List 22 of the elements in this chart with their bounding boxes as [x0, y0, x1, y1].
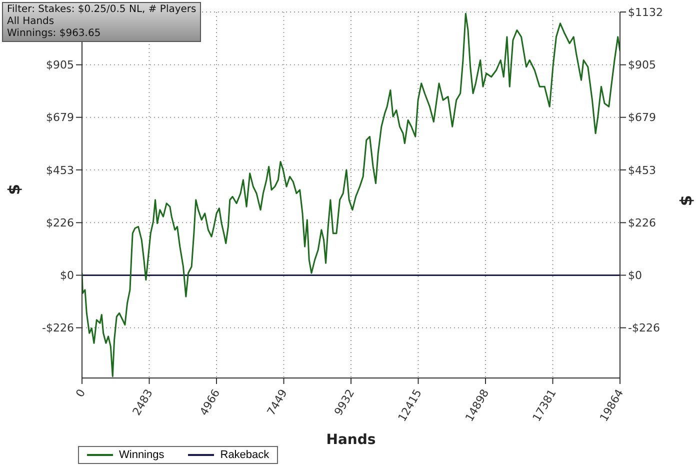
annotation: Winnings: $963.65: [7, 28, 102, 40]
legend-label: Rakeback: [220, 449, 270, 461]
legend-label: Winnings: [119, 449, 164, 461]
y-tick-label: $453: [46, 164, 74, 177]
x-axis-title: Hands: [326, 432, 376, 448]
y-tick-label: $0: [60, 269, 74, 282]
y-axis-title: $: [4, 184, 24, 195]
y-tick-label: $905: [46, 58, 74, 72]
y2-axis-title: $: [676, 195, 696, 206]
text: All Hands: [7, 16, 56, 28]
annotation: Filter: Stakes: $0.25/0.5 NL, # Players: [7, 4, 196, 16]
y2-tick-label: $905: [628, 58, 656, 72]
x-tick-label: 0: [73, 387, 88, 400]
y2-tick-label: -$226: [628, 322, 660, 335]
y2-tick-label: $1132: [628, 6, 663, 19]
y2-tick-label: $226: [628, 216, 656, 230]
y-tick-label: $226: [46, 216, 74, 230]
y2-tick-label: $679: [628, 111, 656, 124]
y2-tick-label: $453: [628, 164, 656, 177]
y-tick-label: $679: [46, 111, 74, 124]
y2-tick-label: $0: [628, 269, 642, 282]
y-tick-label: -$226: [42, 322, 74, 335]
